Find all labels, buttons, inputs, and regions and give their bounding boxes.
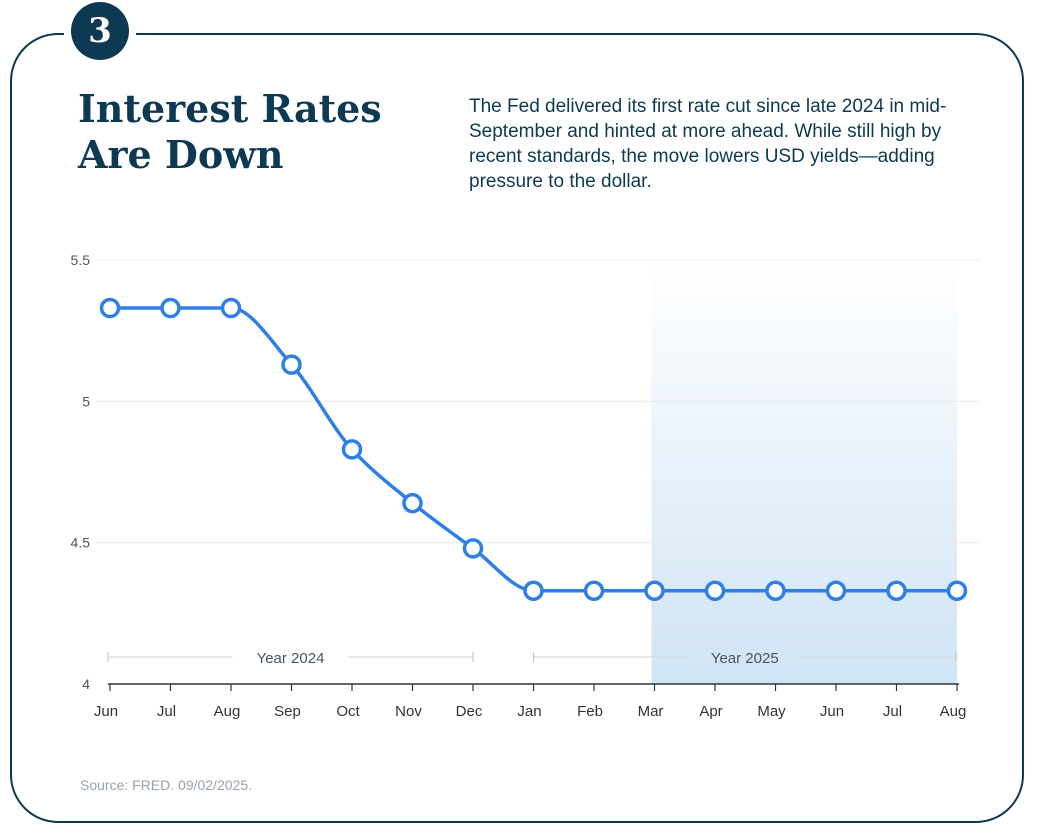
x-tick-label: Feb [577, 703, 603, 720]
chart-card [10, 33, 1024, 823]
data-point [99, 297, 121, 319]
x-tick-label: Aug [214, 703, 241, 720]
data-point [765, 580, 786, 601]
y-tick-label: 4.5 [71, 535, 91, 551]
bracket-label: Year 2024 [257, 650, 325, 667]
data-point [402, 492, 423, 514]
data-point [704, 580, 726, 601]
rate-series-line [110, 306, 957, 593]
data-point [825, 580, 847, 601]
shaded-range-2025 [651, 260, 957, 684]
x-tick-label: Jun [94, 703, 118, 720]
x-tick-label: Jun [820, 703, 844, 720]
bracket-label: Year 2025 [711, 650, 779, 667]
x-tick-label: Jul [883, 703, 902, 720]
page-title: Interest Rates Are Down [78, 86, 438, 178]
data-point [523, 580, 544, 601]
data-point [583, 580, 605, 601]
section-number-badge: 3 [71, 2, 129, 60]
y-tick-label: 4 [82, 676, 90, 692]
x-tick-label: Aug [940, 703, 967, 720]
chart-description: The Fed delivered its first rate cut sin… [469, 96, 947, 192]
x-tick-label: Jan [517, 703, 541, 720]
x-tick-label: Jul [157, 703, 176, 720]
data-point [341, 439, 363, 460]
x-tick-label: May [757, 703, 786, 720]
data-point [644, 580, 665, 601]
data-point [160, 297, 181, 319]
x-tick-label: Nov [395, 703, 422, 720]
data-point [220, 297, 242, 319]
data-point [281, 354, 302, 375]
source-note: Source: FRED. 09/02/2025. [80, 777, 252, 793]
data-point [462, 538, 484, 559]
x-tick-label: Apr [699, 703, 722, 720]
y-tick-label: 5.5 [71, 252, 91, 268]
x-tick-label: Oct [336, 703, 360, 720]
x-tick-label: Dec [456, 703, 483, 720]
title-line-1: Interest Rates [78, 86, 382, 131]
data-point [886, 580, 907, 601]
x-tick-label: Mar [638, 703, 664, 720]
data-point [946, 580, 968, 601]
x-tick-label: Sep [274, 703, 301, 720]
title-line-2: Are Down [78, 132, 284, 177]
y-tick-label: 5 [82, 393, 90, 409]
